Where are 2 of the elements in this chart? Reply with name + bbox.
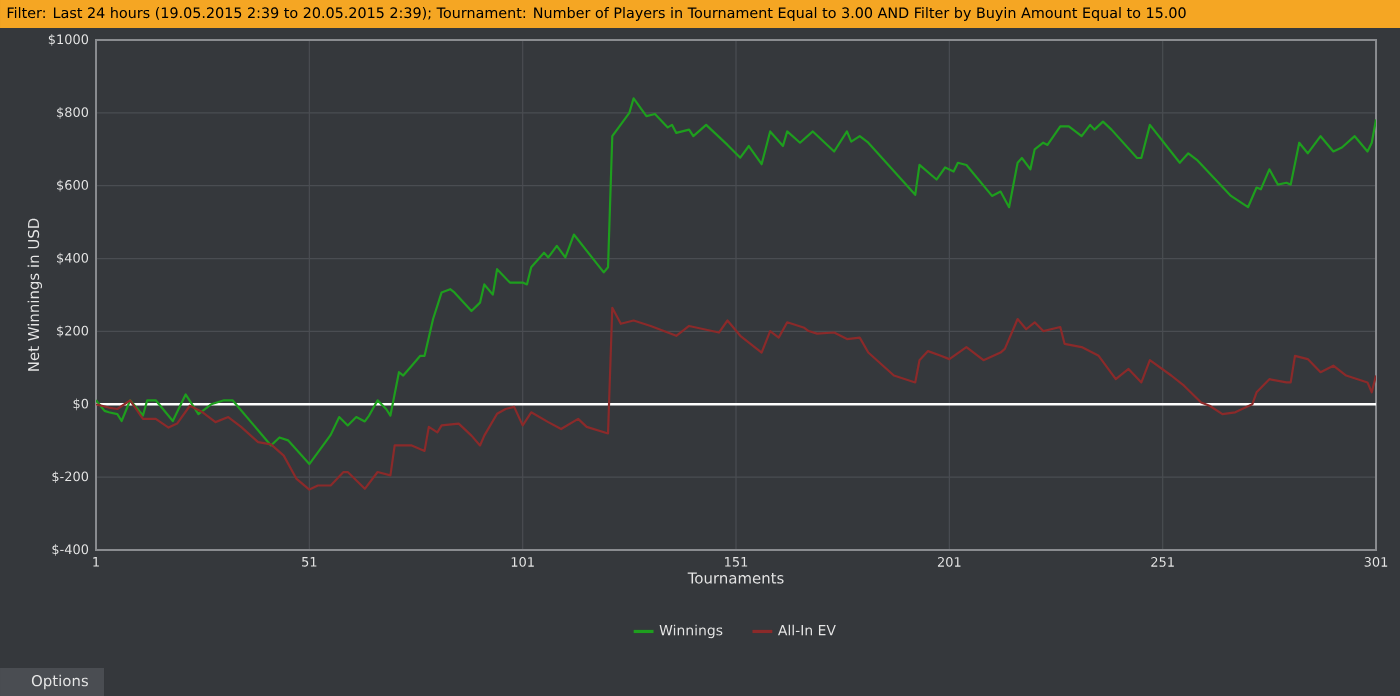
line-series [96, 306, 1377, 491]
line-series [96, 97, 1377, 466]
